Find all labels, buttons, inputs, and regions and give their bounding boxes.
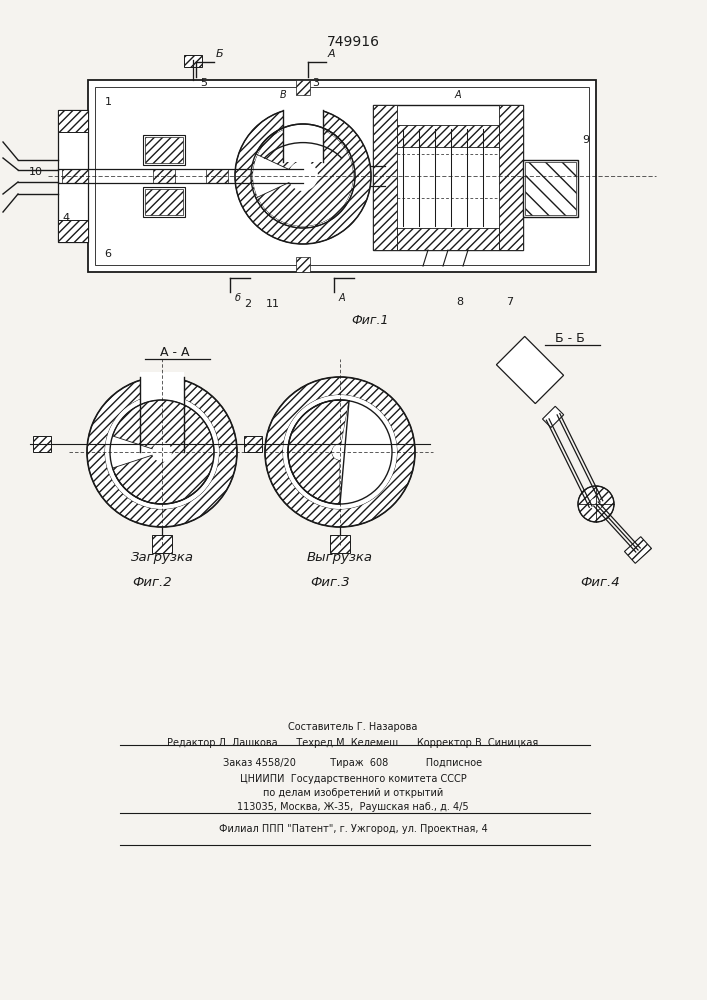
Bar [542,406,563,428]
Text: 1: 1 [105,97,112,107]
Text: А: А [328,49,336,59]
Bar [184,55,202,67]
Bar [95,87,589,265]
Text: 11: 11 [266,299,280,309]
Text: 113035, Москва, Ж-35,  Раушская наб., д. 4/5: 113035, Москва, Ж-35, Раушская наб., д. … [237,802,469,812]
Bar [244,436,262,452]
Text: Фиг.2: Фиг.2 [132,576,172,588]
Bar [296,80,310,95]
Text: ЦНИИПИ  Государственного комитета СССР: ЦНИИПИ Государственного комитета СССР [240,774,467,784]
Text: 6: 6 [105,249,112,259]
Bar [152,535,172,553]
Bar [373,105,397,250]
Bar [99,436,117,452]
Bar [397,228,499,250]
Bar [296,257,310,272]
Text: б: б [235,293,241,303]
Circle shape [235,108,371,244]
Bar [523,160,578,217]
Text: B: B [280,90,286,100]
Bar [397,125,499,147]
Text: 749916: 749916 [327,35,380,49]
Bar [373,105,523,250]
Text: 9: 9 [583,135,590,145]
Bar [169,436,187,452]
Text: Б: Б [216,49,223,59]
Bar [206,169,228,183]
Text: А: А [455,90,461,100]
Circle shape [265,377,415,527]
Circle shape [332,444,348,460]
Text: А - А: А - А [160,346,189,359]
Text: А: А [339,293,345,303]
Bar [145,137,183,163]
Bar [330,535,350,553]
Bar [58,110,88,242]
Bar [143,135,185,165]
Text: Фиг.3: Фиг.3 [310,576,350,588]
Text: Загрузка: Загрузка [131,552,194,564]
Bar [58,220,88,242]
Text: Фиг.4: Фиг.4 [580,576,620,588]
Circle shape [590,498,602,510]
Text: Составитель Г. Назарова: Составитель Г. Назарова [288,722,418,732]
Text: Выгрузка: Выгрузка [307,552,373,564]
Bar [62,169,88,183]
Bar [283,103,323,162]
Text: Редактор Л. Лашкова      Техред М. Келемеш      Корректор В. Синицкая: Редактор Л. Лашкова Техред М. Келемеш Ко… [168,738,539,748]
Text: Б - Б: Б - Б [555,332,585,344]
Text: по делам изобретений и открытий: по делам изобретений и открытий [263,788,443,798]
Bar [624,537,652,563]
Circle shape [87,377,237,527]
Text: 7: 7 [506,297,513,307]
Circle shape [288,161,318,191]
Circle shape [152,442,172,462]
Bar [525,162,576,215]
Bar [58,110,88,132]
Bar [140,372,184,452]
Bar [33,436,51,452]
Bar [499,105,523,250]
Text: 3: 3 [312,78,320,88]
Circle shape [105,395,219,509]
Bar [153,169,175,183]
Text: Фиг.1: Фиг.1 [351,314,389,326]
Text: 10: 10 [29,167,43,177]
Bar [145,189,183,215]
Circle shape [283,395,397,509]
Text: Заказ 4558/20           Тираж  608            Подписное: Заказ 4558/20 Тираж 608 Подписное [223,758,483,768]
Wedge shape [340,402,391,503]
Circle shape [253,126,353,226]
Text: 2: 2 [245,299,252,309]
Circle shape [578,486,614,522]
Bar [143,187,185,217]
Bar [496,336,563,404]
Text: 4: 4 [62,213,69,223]
Text: 5: 5 [201,78,207,88]
Text: 8: 8 [457,297,464,307]
Text: Филиал ППП "Патент", г. Ужгород, ул. Проектная, 4: Филиал ППП "Патент", г. Ужгород, ул. Про… [218,824,487,834]
Bar [88,80,596,272]
